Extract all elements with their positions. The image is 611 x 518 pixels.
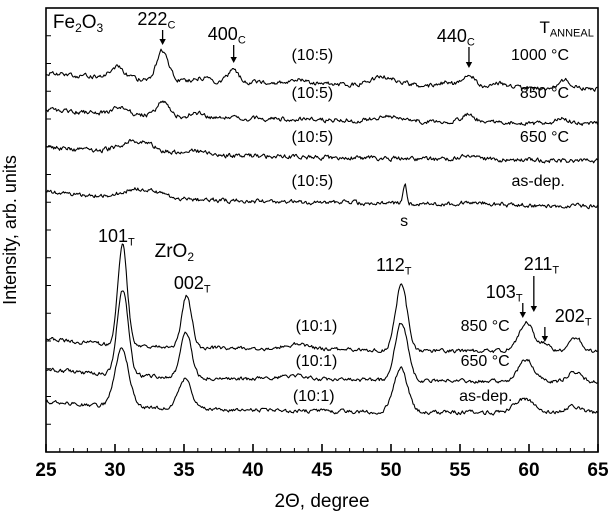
svg-text:(10:1): (10:1) [296, 318, 338, 335]
svg-text:s: s [400, 213, 408, 230]
svg-text:(10:1): (10:1) [296, 353, 338, 370]
svg-text:002T: 002T [174, 273, 211, 296]
svg-text:Intensity, arb. units: Intensity, arb. units [0, 155, 20, 305]
svg-text:Fe2O3: Fe2O3 [53, 12, 104, 35]
svg-text:(10:5): (10:5) [291, 47, 333, 64]
svg-text:40: 40 [242, 460, 263, 481]
svg-text:TANNEAL: TANNEAL [539, 18, 593, 39]
svg-text:650 °C: 650 °C [461, 353, 510, 370]
svg-text:440C: 440C [437, 26, 475, 49]
svg-text:(10:5): (10:5) [291, 85, 333, 102]
svg-text:45: 45 [311, 460, 333, 481]
svg-text:222C: 222C [137, 9, 175, 32]
svg-text:650 °C: 650 °C [520, 129, 569, 146]
svg-text:850 °C: 850 °C [520, 85, 569, 102]
svg-text:35: 35 [173, 460, 195, 481]
svg-text:50: 50 [380, 460, 401, 481]
svg-text:25: 25 [35, 460, 57, 481]
svg-text:2Θ, degree: 2Θ, degree [274, 491, 369, 512]
svg-text:103T: 103T [486, 282, 523, 305]
svg-text:as-dep.: as-dep. [512, 173, 565, 190]
svg-text:202T: 202T [555, 306, 592, 329]
svg-text:(10:1): (10:1) [293, 388, 335, 405]
svg-text:101T: 101T [98, 226, 135, 249]
svg-text:(10:5): (10:5) [291, 173, 333, 190]
svg-text:400C: 400C [208, 24, 246, 47]
svg-text:1000 °C: 1000 °C [511, 47, 569, 64]
svg-text:ZrO2: ZrO2 [155, 241, 195, 264]
svg-text:55: 55 [449, 460, 471, 481]
svg-text:(10:5): (10:5) [291, 129, 333, 146]
svg-text:850 °C: 850 °C [461, 318, 510, 335]
svg-text:112T: 112T [376, 255, 412, 278]
svg-text:65: 65 [587, 460, 609, 481]
svg-text:30: 30 [104, 460, 125, 481]
svg-text:211T: 211T [524, 254, 560, 277]
svg-text:60: 60 [518, 460, 539, 481]
svg-text:as-dep.: as-dep. [459, 388, 512, 405]
